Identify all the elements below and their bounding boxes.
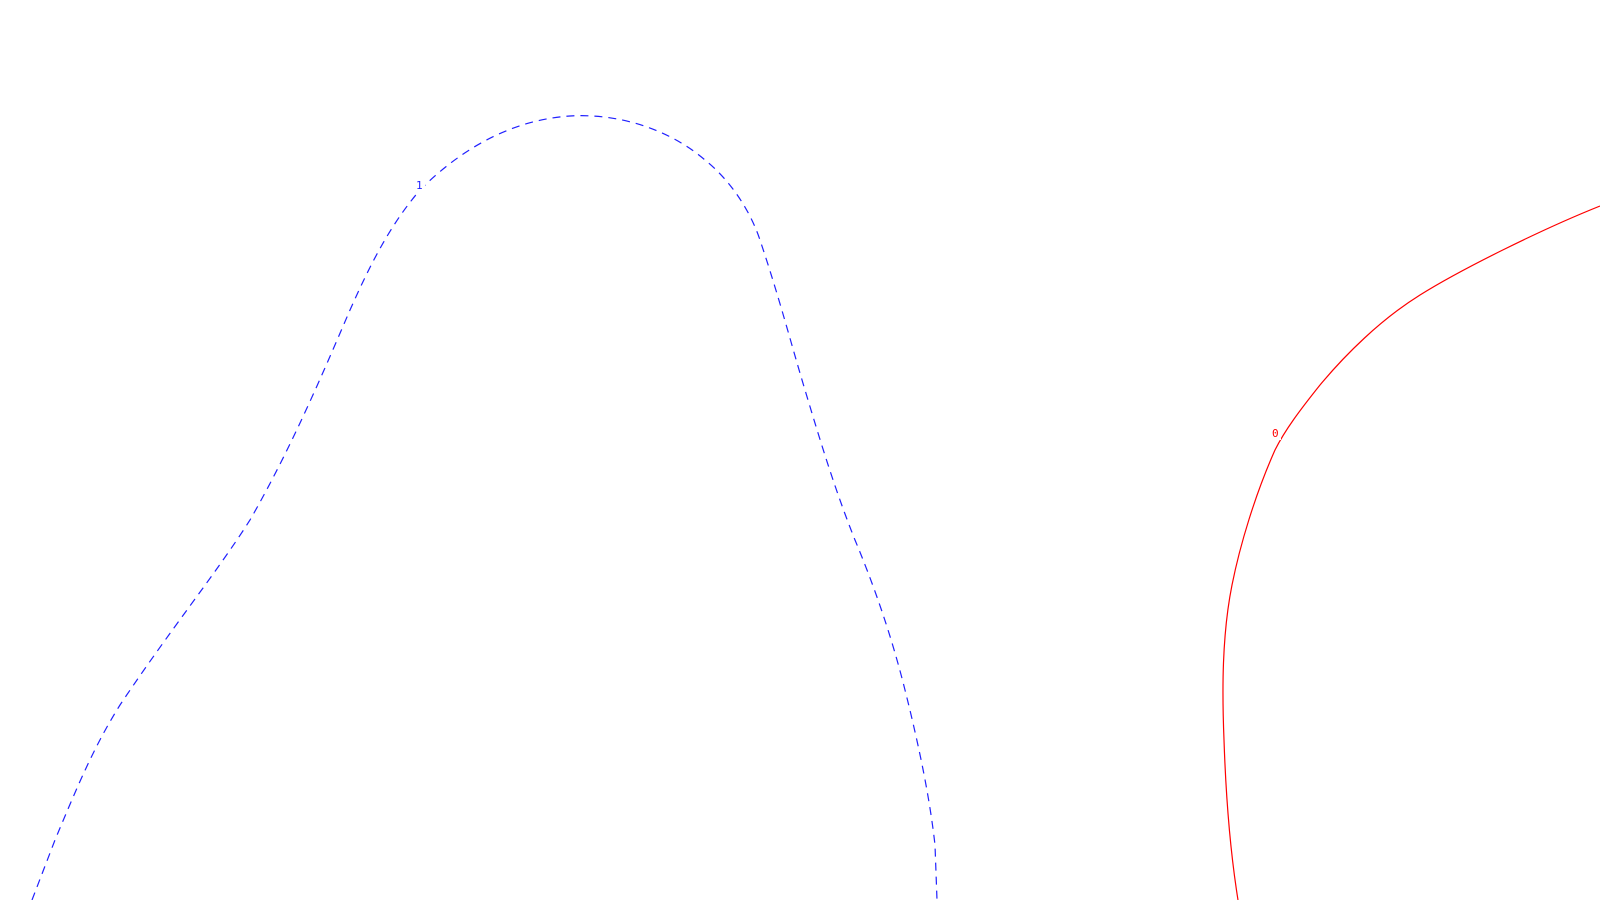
contour-label-0-background <box>1270 427 1281 440</box>
contour-label-1: 1 <box>416 179 423 192</box>
contour-line-level-1 <box>31 115 938 900</box>
contour-label-0: 0 <box>1272 427 1279 440</box>
contour-line-level-0 <box>1222 205 1600 900</box>
contour-label-1-background <box>414 179 425 192</box>
